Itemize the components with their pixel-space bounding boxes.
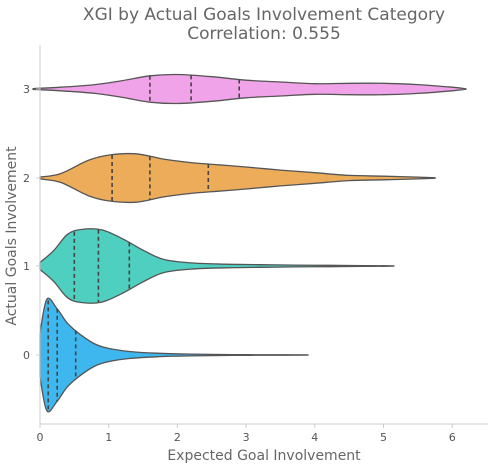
x-tick-label-2: 2: [174, 431, 181, 444]
y-tick-label-3: 3: [23, 83, 30, 96]
y-tick-group: 3 2 1 0: [23, 83, 40, 362]
x-tick-label-0: 0: [37, 431, 44, 444]
violin-body-0: [40, 298, 308, 412]
y-tick-label-0: 0: [23, 349, 30, 362]
y-axis-label: Actual Goals Involvement: [4, 146, 20, 326]
y-tick-label-1: 1: [23, 260, 30, 273]
x-tick-label-5: 5: [380, 431, 387, 444]
violin-group-1: [40, 229, 394, 303]
chart-title: XGI by Actual Goals Involvement Category: [83, 5, 445, 25]
chart-subtitle: Correlation: 0.555: [187, 24, 341, 44]
violin-body-1: [40, 229, 394, 303]
x-tick-label-6: 6: [449, 431, 456, 444]
violin-group-2: [40, 154, 435, 203]
x-tick-label-3: 3: [243, 431, 250, 444]
x-axis-label: Expected Goal Involvement: [167, 448, 361, 464]
violin-group-0: [40, 298, 308, 412]
violin-body-2: [40, 154, 435, 203]
x-tick-group: 0 1 2 3 4 5 6: [37, 424, 456, 444]
violin-group-3: [33, 74, 466, 103]
violin-layer: [33, 74, 466, 411]
violin-body-3: [33, 74, 466, 103]
y-tick-label-2: 2: [23, 172, 30, 185]
x-tick-label-1: 1: [105, 431, 112, 444]
x-tick-label-4: 4: [311, 431, 318, 444]
